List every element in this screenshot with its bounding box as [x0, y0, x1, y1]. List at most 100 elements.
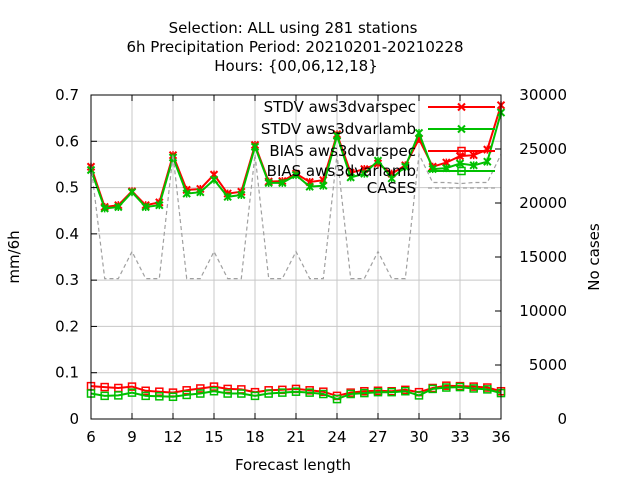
series-point-1	[237, 190, 246, 200]
series-point-3	[455, 382, 465, 392]
series-point-1	[291, 170, 301, 180]
series-point-1	[332, 131, 342, 140]
series-point-2	[155, 387, 164, 396]
series-point-3	[387, 387, 396, 397]
series-point-1	[373, 156, 383, 165]
x-tick-label: 15	[204, 428, 223, 446]
series-point-3	[237, 389, 246, 398]
series-point-2	[182, 386, 191, 395]
y-tick-label: 0.1	[55, 364, 79, 382]
y2-tick-label: 30000	[519, 86, 567, 104]
series-point-2	[223, 384, 232, 394]
legend-label-1: STDV aws3dvarlamb	[261, 120, 416, 138]
y-axis-label: mm/6h	[5, 230, 23, 283]
series-point-3	[278, 388, 287, 397]
series-point-3	[319, 389, 328, 399]
y-tick-label: 0	[69, 410, 79, 428]
y-tick-label: 0.6	[55, 132, 79, 150]
series-point-3	[401, 386, 410, 396]
series-point-2	[209, 382, 219, 391]
series-point-3	[264, 389, 273, 398]
x-tick-label: 6	[86, 428, 96, 446]
chart-title-line-3: Hours: {00,06,12,18}	[214, 57, 378, 75]
legend-label-2: BIAS aws3dvarspec	[269, 142, 416, 160]
chart-title-line-2: 6h Precipitation Period: 20210201-202102…	[126, 38, 463, 56]
series-point-2	[141, 386, 150, 396]
series-point-2	[100, 382, 109, 392]
y-tick-label: 0.7	[55, 86, 79, 104]
series-point-1	[100, 204, 109, 213]
series-point-3	[209, 386, 219, 396]
series-point-3	[168, 392, 178, 402]
series-point-3	[114, 391, 123, 400]
series-point-3	[196, 389, 205, 398]
series-point-1	[250, 142, 260, 152]
series-point-1	[360, 169, 369, 178]
series-point-3	[483, 385, 492, 394]
x-axis-label: Forecast length	[235, 456, 351, 474]
legend-label-4: CASES	[367, 179, 416, 197]
y2-axis-label: No cases	[585, 223, 603, 291]
series-point-1	[155, 200, 164, 210]
series-point-3	[305, 388, 314, 397]
series-point-2	[127, 382, 137, 391]
series-point-1	[305, 182, 314, 191]
series-point-1	[196, 187, 205, 197]
y2-tick-label: 15000	[519, 248, 567, 266]
series-line-4	[90, 152, 502, 280]
y2-tick-label: 0	[557, 410, 567, 428]
x-tick-label: 33	[450, 428, 469, 446]
series-point-1	[414, 128, 424, 138]
legend-marker-3	[457, 166, 466, 176]
x-tick-label: 12	[163, 428, 182, 446]
x-tick-label: 18	[245, 428, 264, 446]
series-point-3	[182, 390, 191, 400]
y2-tick-label: 20000	[519, 194, 567, 212]
series-point-3	[223, 389, 232, 398]
series-point-1	[483, 157, 492, 166]
legend-marker-2	[457, 146, 466, 156]
y-tick-label: 0.3	[55, 271, 79, 289]
series-point-3	[127, 388, 137, 397]
series-point-1	[319, 181, 328, 190]
series-point-1	[127, 187, 137, 197]
legend-marker-0	[457, 102, 466, 112]
legend-label-0: STDV aws3dvarspec	[264, 98, 416, 116]
series-point-1	[264, 178, 273, 188]
series-line-3	[90, 386, 502, 401]
y-tick-label: 0.4	[55, 225, 79, 243]
series-point-1	[278, 178, 287, 188]
series-point-1	[223, 192, 232, 202]
series-point-3	[141, 391, 150, 401]
series-point-3	[346, 389, 355, 399]
series-point-1	[114, 202, 123, 212]
y2-tick-label: 5000	[529, 356, 567, 374]
legend-label-3: BIAS aws3dvarlamb	[267, 162, 416, 180]
series-point-1	[346, 173, 355, 182]
series-point-1	[209, 175, 219, 184]
series-point-3	[360, 388, 369, 398]
series-point-3	[332, 394, 342, 404]
series-point-3	[469, 384, 478, 393]
x-tick-label: 24	[327, 428, 346, 446]
x-tick-label: 9	[127, 428, 137, 446]
y2-tick-label: 25000	[519, 140, 567, 158]
series-point-3	[442, 383, 451, 392]
x-tick-label: 30	[409, 428, 428, 446]
series-point-3	[414, 391, 424, 400]
legend-marker-1	[457, 124, 466, 134]
series-point-0	[469, 150, 478, 160]
chart-title-line-1: Selection: ALL using 281 stations	[169, 19, 418, 37]
y2-tick-label: 10000	[519, 302, 567, 320]
series-point-1	[387, 174, 396, 183]
series-point-3	[250, 391, 260, 401]
legend: STDV aws3dvarspec STDV aws3dvarlamb BIAS a…	[261, 98, 495, 197]
tick-layer: 6 9 12 15 18 21 24 27 30 33 36 0 0.1 0.2 0.3 0.4 0.5 0.6 0…	[55, 86, 567, 446]
series-point-2	[196, 384, 205, 393]
series-point-3	[373, 387, 383, 397]
y-tick-label: 0.2	[55, 317, 79, 335]
series-point-1	[455, 159, 465, 168]
series-point-1	[141, 202, 150, 212]
